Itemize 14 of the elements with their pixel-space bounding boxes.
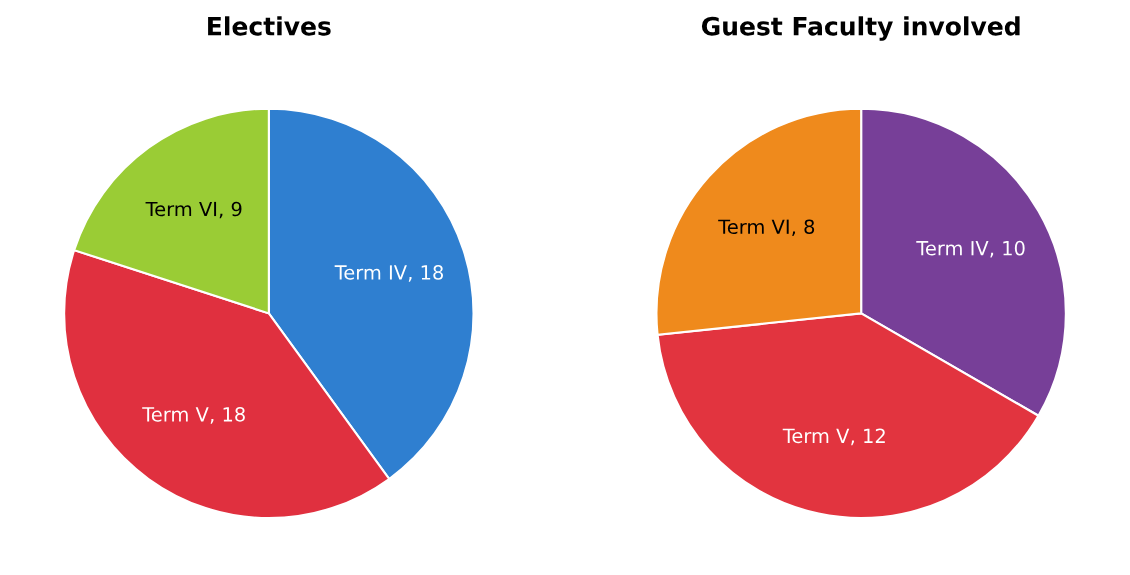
slice-label: Term VI bbox=[145, 201, 217, 217]
slice-label: Term IV bbox=[334, 265, 407, 280]
data-label: , 18 bbox=[210, 406, 245, 424]
data-label: , 18 bbox=[408, 265, 443, 282]
data-label: , 8 bbox=[792, 219, 815, 237]
slice-label: Term VI bbox=[718, 219, 789, 235]
chart-title: Electives bbox=[208, 16, 331, 36]
data-label: , 12 bbox=[851, 428, 885, 446]
data-label: , 10 bbox=[990, 240, 1025, 258]
chart-title: Guest Faculty involved bbox=[701, 16, 1020, 41]
slice-label: Term V bbox=[782, 428, 850, 444]
slice-label: Term IV bbox=[916, 241, 989, 256]
data-label: , 9 bbox=[219, 201, 242, 219]
slice-label: Term V bbox=[142, 407, 209, 422]
